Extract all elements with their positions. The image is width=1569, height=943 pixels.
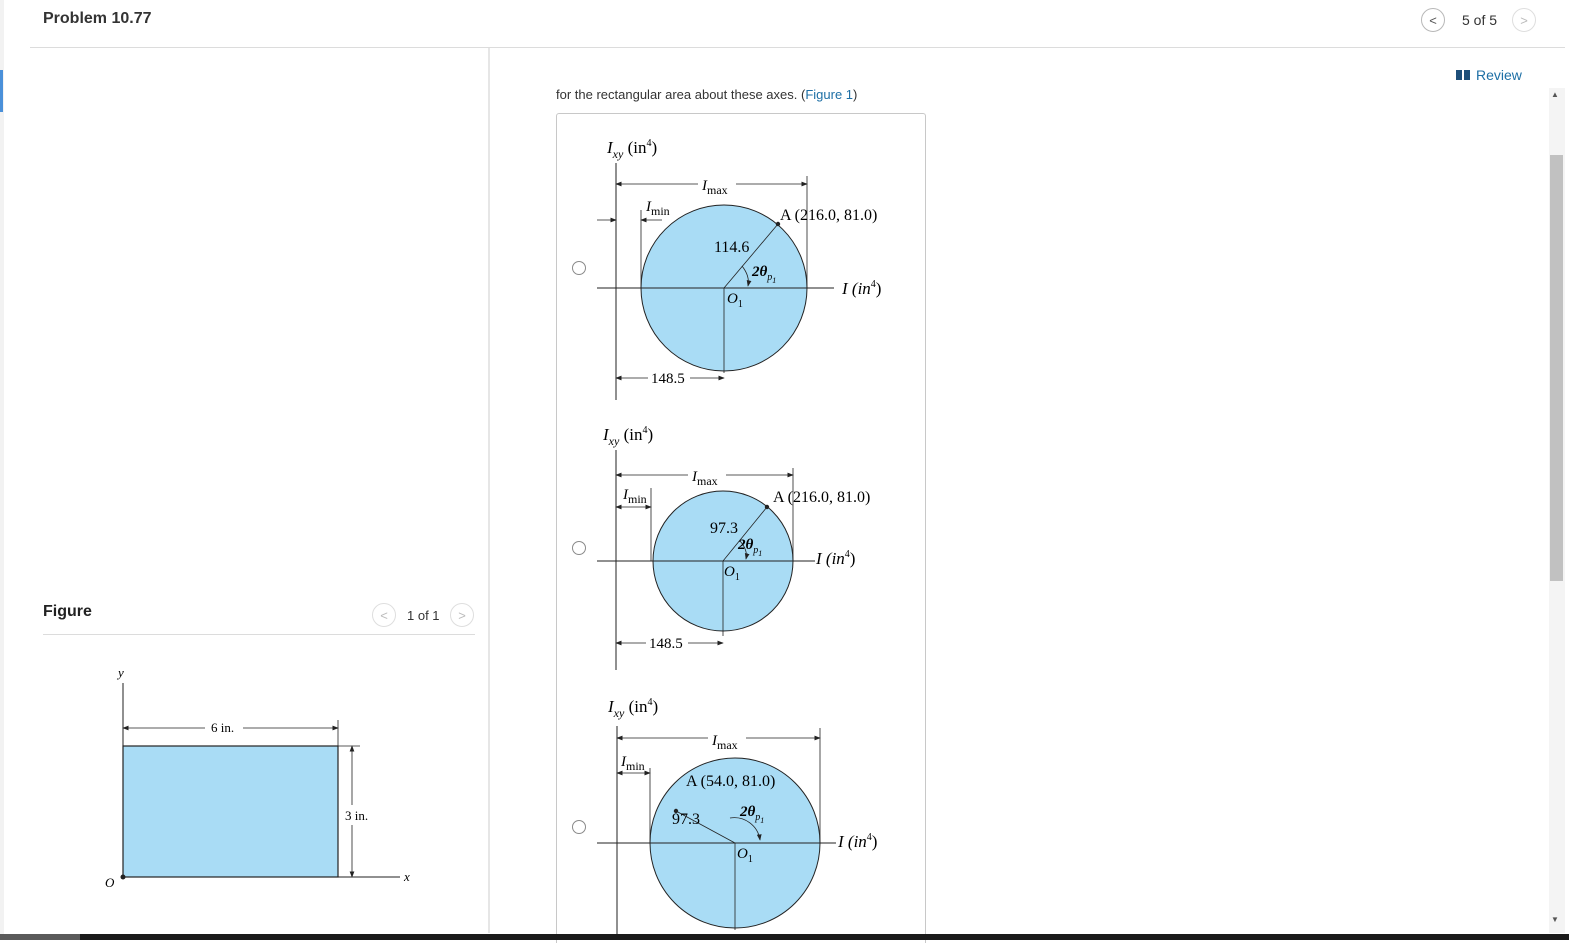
angle-label: 2θp1	[737, 537, 762, 558]
prompt-text: for the rectangular area about these axe…	[556, 87, 806, 102]
left-accent-bar	[0, 70, 3, 112]
panel-divider	[488, 48, 490, 933]
header-divider	[30, 47, 1565, 48]
point-a-label: A (216.0, 81.0)	[780, 207, 877, 224]
radius-label: 114.6	[714, 239, 749, 256]
point-a-label: A (216.0, 81.0)	[773, 489, 870, 506]
angle-arc	[741, 265, 752, 287]
chevron-right-icon: >	[458, 607, 466, 623]
i-axis-label: I (in4)	[837, 832, 877, 851]
point-a-label: A (54.0, 81.0)	[686, 773, 775, 790]
imax-label: Imax	[711, 733, 738, 752]
mohr-circle-option-3: Ixy (in4) Imax Imin A (54.0, 81.0) 97.3 …	[597, 697, 877, 934]
scroll-up-icon[interactable]: ▲	[1551, 90, 1559, 99]
imin-label: Imin	[622, 487, 647, 506]
chevron-left-icon: <	[1429, 12, 1437, 28]
radius-label: 97.3	[672, 811, 700, 828]
angle-label: 2θp1	[751, 264, 776, 285]
center-dim-label: 148.5	[651, 371, 685, 387]
left-edge	[0, 0, 4, 940]
next-figure-button[interactable]: >	[450, 603, 474, 627]
page-title: Problem 10.77	[43, 10, 152, 27]
point-a-dot	[673, 808, 679, 814]
origin-dot	[120, 874, 126, 880]
chevron-right-icon: >	[1520, 12, 1528, 28]
angle-arc	[729, 817, 762, 841]
center-label: O1	[727, 291, 743, 310]
mohr-circle-option-1: Ixy (in4) Imax Imin A (216.0, 81.0) 114.…	[597, 138, 881, 400]
ixy-axis-label: Ixy (in4)	[602, 425, 653, 448]
point-a-dot	[775, 221, 781, 227]
imin-label: Imin	[645, 199, 670, 218]
review-link[interactable]: Review	[1456, 67, 1522, 83]
review-label: Review	[1476, 67, 1522, 83]
point-a-dot	[764, 504, 770, 510]
y-axis-label: y	[116, 665, 124, 680]
angle-arc	[739, 540, 750, 560]
i-axis-label: I (in4)	[841, 279, 881, 298]
figure-title: Figure	[43, 603, 92, 620]
option-radio-3[interactable]	[572, 820, 586, 834]
radius-line	[723, 223, 779, 289]
center-dim-label: 148.5	[649, 636, 683, 652]
scrollbar-thumb[interactable]	[1550, 155, 1563, 581]
question-prompt: for the rectangular area about these axe…	[556, 87, 857, 102]
problem-pager: 5 of 5	[1462, 12, 1498, 28]
chevron-left-icon: <	[380, 607, 388, 623]
center-label: O1	[724, 564, 740, 583]
ixy-axis-label: Ixy (in4)	[606, 138, 657, 161]
prev-problem-button[interactable]: <	[1421, 8, 1445, 32]
center-label: O1	[737, 846, 753, 865]
radius-line	[675, 810, 736, 844]
mohr-circle-option-2: Ixy (in4) Imax Imin A (216.0, 81.0) 97.3…	[597, 425, 870, 670]
figure-divider	[43, 634, 475, 635]
height-label: 3 in.	[345, 808, 368, 823]
next-problem-button[interactable]: >	[1512, 8, 1536, 32]
scroll-down-icon[interactable]: ▼	[1551, 915, 1559, 924]
imin-label: Imin	[620, 754, 645, 773]
figure-pager: 1 of 1	[407, 608, 440, 623]
figure-link[interactable]: Figure 1	[805, 87, 854, 102]
rectangle-figure: y x O 6 in. 3 in.	[105, 665, 410, 890]
origin-label: O	[105, 875, 115, 890]
radius-line	[722, 506, 768, 562]
rectangle-area	[122, 745, 339, 878]
answer-options-box	[556, 113, 926, 943]
imax-label: Imax	[691, 469, 718, 488]
ixy-axis-label: Ixy (in4)	[607, 697, 658, 720]
prompt-close: )	[853, 87, 858, 102]
radius-label: 97.3	[710, 520, 738, 537]
header: Problem 10.77 < 5 of 5 >	[0, 0, 1569, 48]
imax-label: Imax	[701, 178, 728, 197]
bottom-bar	[0, 934, 1569, 940]
prev-figure-button[interactable]: <	[372, 603, 396, 627]
option-radio-2[interactable]	[572, 541, 586, 555]
bottom-bar-segment	[0, 934, 80, 940]
angle-label: 2θp1	[739, 804, 764, 825]
width-label: 6 in.	[211, 720, 234, 735]
x-axis-label: x	[403, 869, 410, 884]
option-radio-1[interactable]	[572, 261, 586, 275]
book-icon	[1456, 70, 1470, 80]
i-axis-label: I (in4)	[815, 549, 855, 568]
